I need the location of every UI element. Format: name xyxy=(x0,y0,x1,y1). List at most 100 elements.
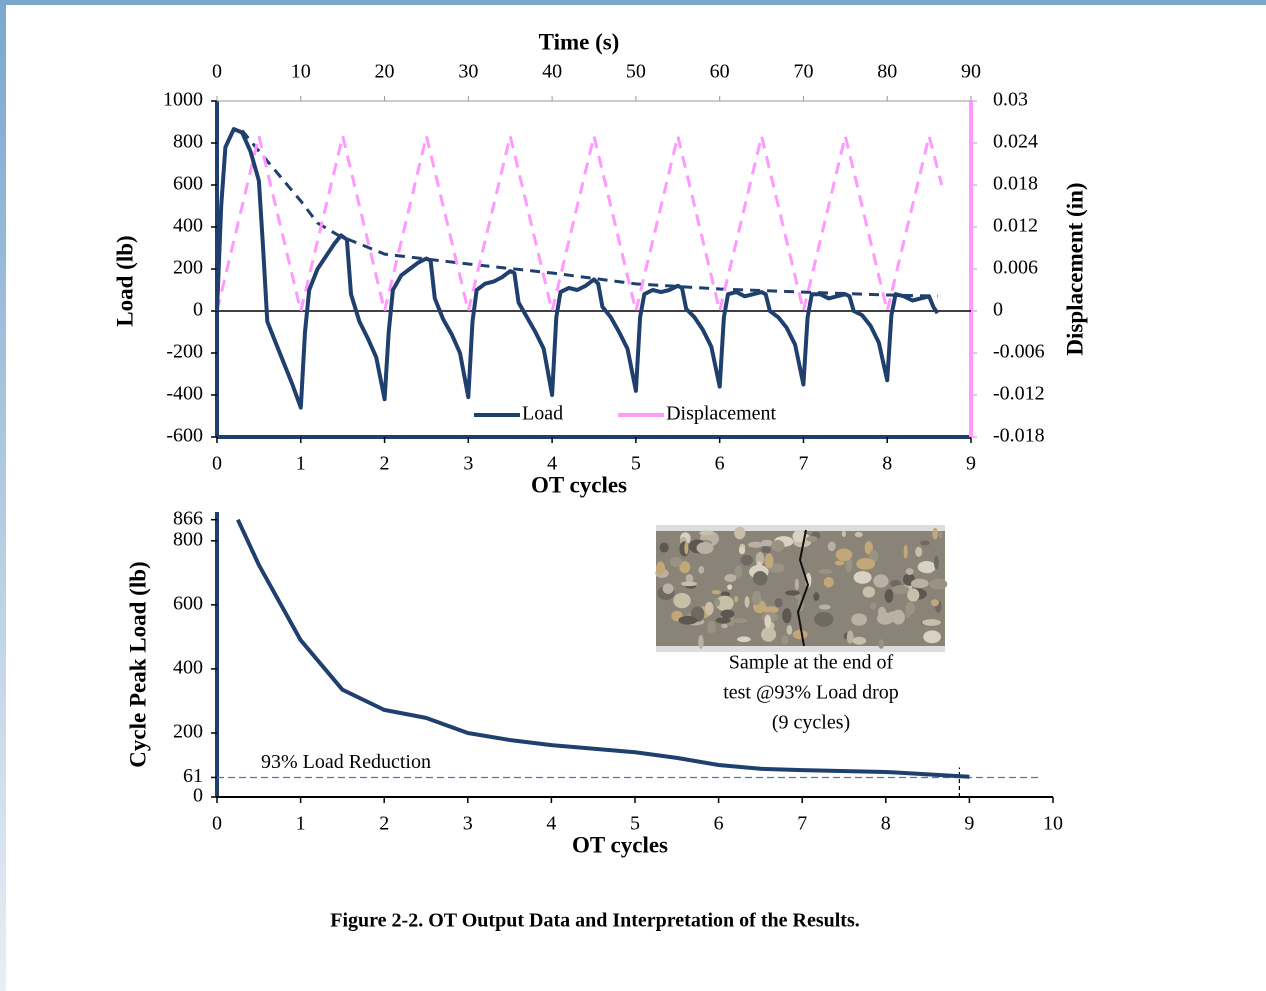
y-tick-label: 400 xyxy=(173,215,203,237)
y2-axis-title: Displacement (in) xyxy=(1062,182,1087,355)
stone xyxy=(892,585,910,595)
stone xyxy=(878,639,885,649)
x2-tick-label: 50 xyxy=(626,61,646,83)
stone xyxy=(659,542,669,553)
series-line xyxy=(236,518,970,779)
stone xyxy=(818,604,831,610)
stone xyxy=(696,541,714,554)
stone xyxy=(903,544,908,559)
y-tick-label: 1000 xyxy=(163,89,203,111)
stone xyxy=(737,636,751,643)
photo-edge xyxy=(656,646,945,652)
stone xyxy=(724,574,737,583)
annotation: 93% Load Reduction xyxy=(261,751,431,773)
stone xyxy=(699,530,714,536)
stone xyxy=(738,546,746,555)
x-tick-label: 4 xyxy=(547,453,557,475)
y-tick-label: 0 xyxy=(193,299,203,321)
stone xyxy=(734,565,743,579)
stone xyxy=(698,634,704,649)
stone xyxy=(814,611,834,627)
x-tick-label: 5 xyxy=(631,453,641,475)
stone xyxy=(884,589,894,603)
stone xyxy=(930,599,939,607)
x-tick-label: 9 xyxy=(966,453,976,475)
stone xyxy=(720,609,735,619)
x-tick-label: 1 xyxy=(296,453,306,475)
y-tick-label: 200 xyxy=(173,257,203,279)
legend-label: Displacement xyxy=(666,403,776,425)
x-tick-label: 0 xyxy=(212,453,222,475)
y-axis-title: Load (lb) xyxy=(112,235,137,326)
stone xyxy=(932,527,938,540)
stone xyxy=(854,531,863,538)
y-tick-label: 866 xyxy=(173,507,203,529)
y-tick-label: -200 xyxy=(166,341,203,363)
y2-tick-label: 0.006 xyxy=(993,257,1038,279)
stone xyxy=(678,615,698,625)
x-axis-title: OT cycles xyxy=(572,832,668,857)
stone xyxy=(782,608,792,624)
left-bar xyxy=(0,0,6,991)
x-tick-label: 8 xyxy=(881,813,891,835)
stone xyxy=(915,546,923,557)
x2-tick-label: 10 xyxy=(291,61,311,83)
x-tick-label: 2 xyxy=(379,813,389,835)
stone xyxy=(781,635,789,645)
stone xyxy=(698,565,705,574)
stone xyxy=(851,613,868,626)
stone xyxy=(846,630,854,644)
x-tick-label: 6 xyxy=(714,813,724,835)
crack xyxy=(796,529,810,647)
stone xyxy=(870,602,877,610)
x-tick-label: 0 xyxy=(212,813,222,835)
stone xyxy=(792,629,808,640)
figure-caption: Figure 2-2. OT Output Data and Interpret… xyxy=(330,910,859,932)
stone xyxy=(655,561,666,576)
stone xyxy=(827,541,836,552)
stone xyxy=(852,636,867,645)
series-line xyxy=(215,127,940,410)
stone xyxy=(762,606,779,614)
x-tick-label: 2 xyxy=(380,453,390,475)
photo-caption: (9 cycles) xyxy=(772,712,850,734)
stone xyxy=(752,570,768,586)
stone xyxy=(920,540,930,546)
stone xyxy=(834,560,845,566)
stone xyxy=(732,618,748,623)
x2-tick-label: 20 xyxy=(375,61,395,83)
x-tick-label: 4 xyxy=(546,813,556,835)
stone xyxy=(715,595,734,612)
x2-tick-label: 60 xyxy=(710,61,730,83)
y2-tick-label: 0.018 xyxy=(993,173,1038,195)
stone xyxy=(933,555,939,570)
stone xyxy=(771,540,785,552)
stone xyxy=(785,590,800,596)
y2-tick-label: -0.018 xyxy=(993,425,1045,447)
stone xyxy=(917,561,936,573)
y2-tick-label: 0.012 xyxy=(993,215,1038,237)
stone xyxy=(853,571,872,584)
photo-edge xyxy=(656,525,945,531)
x2-tick-label: 0 xyxy=(212,61,222,83)
stone xyxy=(813,592,820,601)
stone xyxy=(751,590,762,606)
stone xyxy=(680,581,698,587)
stone xyxy=(794,578,799,591)
stone xyxy=(715,617,731,624)
stone xyxy=(862,586,876,598)
x2-tick-label: 40 xyxy=(542,61,562,83)
stone xyxy=(910,578,929,589)
y-tick-label: 800 xyxy=(173,131,203,153)
x2-tick-label: 90 xyxy=(961,61,981,83)
x-tick-label: 6 xyxy=(715,453,725,475)
stone xyxy=(727,584,733,590)
stone xyxy=(679,561,691,574)
stone xyxy=(823,576,834,588)
series-line xyxy=(240,129,938,298)
stone xyxy=(734,526,746,540)
y-tick-label: 600 xyxy=(173,592,203,614)
y-tick-label: -400 xyxy=(166,383,203,405)
stone xyxy=(938,531,943,538)
